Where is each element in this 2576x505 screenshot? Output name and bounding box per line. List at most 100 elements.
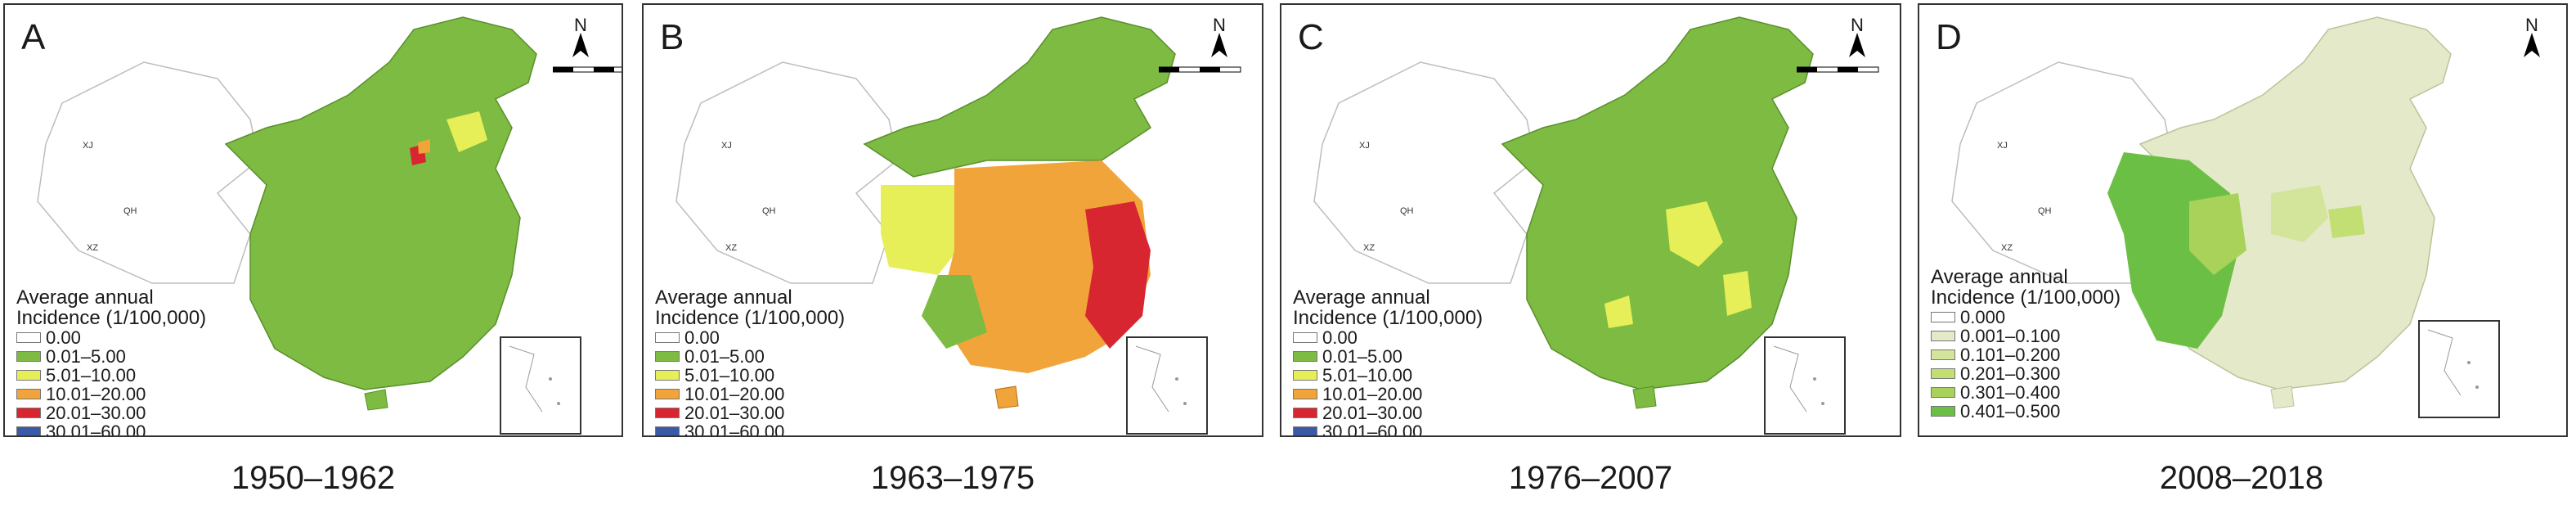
legend-swatch bbox=[1931, 349, 1955, 360]
legend-label: 0.301–0.400 bbox=[1960, 382, 2061, 403]
region-han-b bbox=[994, 386, 1019, 409]
legend-row: 0.01–5.00 bbox=[1293, 347, 1483, 366]
china-map-b: XJ QH XZ bbox=[675, 16, 1176, 409]
china-map-d: XJ QH XZ bbox=[1951, 16, 2452, 409]
north-arrow-icon bbox=[1211, 33, 1227, 57]
legend-a: Average annual Incidence (1/100,000) 0.0… bbox=[16, 286, 206, 437]
north-label-c: N bbox=[1851, 15, 1864, 35]
north-arrow-icon bbox=[572, 33, 589, 57]
legend-row: 0.401–0.500 bbox=[1931, 402, 2120, 421]
north-label-a: N bbox=[574, 15, 587, 35]
north-label-d: N bbox=[2525, 15, 2538, 35]
legend-d: Average annual Incidence (1/100,000) 0.0… bbox=[1931, 267, 2120, 421]
legend-title-line-2: Incidence (1/100,000) bbox=[1293, 307, 1483, 329]
legend-label: 0.01–5.00 bbox=[46, 346, 126, 367]
region-central-d bbox=[2271, 185, 2328, 242]
legend-row: 30.01–60.00 bbox=[655, 422, 845, 435]
region-sc-d bbox=[2189, 193, 2246, 275]
region-south-b bbox=[922, 275, 987, 349]
panel-letter-a: A bbox=[21, 17, 46, 57]
legend-swatch bbox=[1931, 312, 1955, 322]
south-china-sea-inset-c bbox=[1764, 336, 1846, 435]
legend-row: 5.01–10.00 bbox=[655, 366, 845, 385]
period-caption-d: 2008–2018 bbox=[2159, 460, 2324, 496]
region-han-c bbox=[1632, 386, 1657, 409]
region-label-xj-d: XJ bbox=[1997, 141, 2008, 151]
region-label-xj-b: XJ bbox=[721, 141, 732, 151]
legend-title-line-1: Average annual bbox=[655, 286, 792, 309]
legend-swatch bbox=[16, 426, 41, 435]
region-hen-d bbox=[2328, 205, 2365, 238]
legend-swatch bbox=[1293, 426, 1317, 435]
legend-swatch bbox=[1293, 332, 1317, 343]
south-china-sea-inset-a bbox=[500, 336, 581, 435]
legend-swatch bbox=[16, 370, 41, 381]
legend-swatch bbox=[16, 332, 41, 343]
legend-row: 0.301–0.400 bbox=[1931, 383, 2120, 402]
region-han-d bbox=[2270, 386, 2295, 409]
map-panel-d: XJ QH XZ D N Average annual Incidence (1… bbox=[1918, 3, 2568, 437]
legend-swatch bbox=[1931, 387, 1955, 398]
legend-label: 0.00 bbox=[46, 327, 81, 348]
legend-row: 0.01–5.00 bbox=[16, 347, 206, 366]
north-label-b: N bbox=[1213, 15, 1226, 35]
legend-swatch bbox=[1293, 351, 1317, 362]
legend-row: 0.00 bbox=[655, 328, 845, 347]
legend-swatch bbox=[655, 426, 680, 435]
legend-label: 0.01–5.00 bbox=[684, 346, 765, 367]
legend-row: 30.01–60.00 bbox=[1293, 422, 1483, 435]
legend-label: 0.101–0.200 bbox=[1960, 345, 2061, 365]
legend-row: 0.00 bbox=[1293, 328, 1483, 347]
region-han-a bbox=[364, 389, 388, 411]
legend-row: 0.101–0.200 bbox=[1931, 345, 2120, 364]
region-label-qh-c: QH bbox=[1400, 206, 1414, 216]
region-gz-c bbox=[1604, 295, 1633, 328]
map-panel-b: XJ QH XZ B N Average annual Incidence (1… bbox=[642, 3, 1263, 437]
region-label-xj-a: XJ bbox=[83, 141, 93, 151]
legend-label: 30.01–60.00 bbox=[46, 422, 146, 437]
legend-swatch bbox=[655, 408, 680, 418]
scale-bar-c bbox=[1797, 66, 1879, 73]
legend-row: 0.00 bbox=[16, 328, 206, 347]
legend-label: 20.01–30.00 bbox=[1322, 403, 1423, 423]
legend-label: 10.01–20.00 bbox=[46, 384, 146, 404]
legend-label: 5.01–10.00 bbox=[684, 365, 775, 386]
region-label-xz-d: XZ bbox=[2001, 243, 2013, 253]
legend-row: 10.01–20.00 bbox=[655, 385, 845, 404]
legend-swatch bbox=[655, 351, 680, 362]
china-map-a: XJ QH XZ bbox=[37, 16, 537, 411]
region-label-xz-c: XZ bbox=[1363, 243, 1375, 253]
legend-row: 0.01–5.00 bbox=[655, 347, 845, 366]
legend-row: 0.001–0.100 bbox=[1931, 327, 2120, 345]
legend-row: 10.01–20.00 bbox=[16, 385, 206, 404]
legend-swatch bbox=[1931, 368, 1955, 379]
legend-swatch bbox=[1293, 370, 1317, 381]
panel-letter-d: D bbox=[1936, 17, 1962, 57]
legend-title-line-1: Average annual bbox=[16, 286, 154, 309]
region-east-c bbox=[1501, 16, 1814, 390]
region-central-c bbox=[1666, 201, 1723, 267]
legend-row: 30.01–60.00 bbox=[16, 422, 206, 437]
china-map-c: XJ QH XZ bbox=[1313, 16, 1814, 409]
period-caption-b: 1963–1975 bbox=[870, 460, 1035, 496]
legend-label: 0.000 bbox=[1960, 307, 2006, 327]
region-west-c bbox=[1313, 61, 1536, 284]
region-ln-a bbox=[447, 111, 487, 152]
legend-swatch bbox=[16, 408, 41, 418]
legend-swatch bbox=[655, 332, 680, 343]
region-label-xj-c: XJ bbox=[1359, 141, 1370, 151]
scale-bar-b bbox=[1159, 66, 1241, 73]
legend-label: 10.01–20.00 bbox=[684, 384, 785, 404]
legend-label: 20.01–30.00 bbox=[684, 403, 785, 423]
scale-bar-a bbox=[553, 66, 622, 73]
legend-swatch bbox=[1293, 408, 1317, 418]
period-caption-a: 1950–1962 bbox=[231, 460, 396, 496]
legend-swatch bbox=[655, 370, 680, 381]
north-arrow-c: N bbox=[1846, 15, 1870, 64]
legend-b: Average annual Incidence (1/100,000) 0.0… bbox=[655, 286, 845, 435]
panel-letter-b: B bbox=[660, 17, 684, 57]
map-panel-c: XJ QH XZ C N Average annual Incidence (1… bbox=[1280, 3, 1901, 437]
panel-letter-c: C bbox=[1298, 17, 1324, 57]
legend-label: 0.00 bbox=[684, 327, 720, 348]
region-west-a bbox=[37, 61, 259, 284]
